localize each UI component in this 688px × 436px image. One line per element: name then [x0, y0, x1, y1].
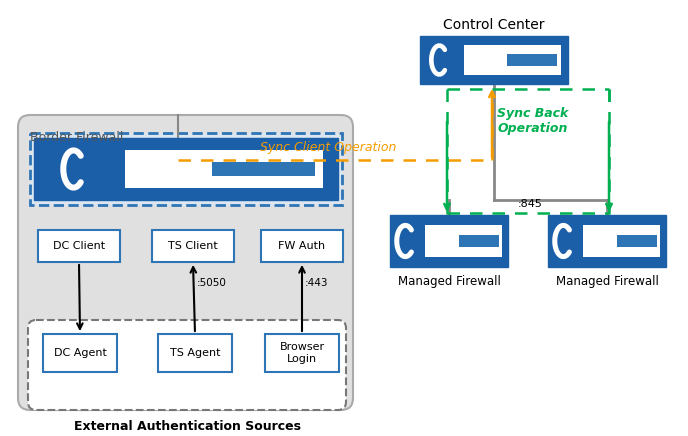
Bar [425, 225, 502, 257]
Text: Sync Client Operation: Sync Client Operation [260, 141, 396, 154]
Text: Border Firewall: Border Firewall [30, 131, 123, 144]
Text: TS Agent: TS Agent [170, 348, 220, 358]
Bar [261, 230, 343, 262]
Text: :443: :443 [305, 278, 328, 288]
Text: Browser
Login: Browser Login [279, 342, 325, 364]
Bar [390, 215, 508, 267]
Bar [125, 150, 323, 188]
Text: Managed Firewall: Managed Firewall [398, 275, 500, 288]
Bar [30, 133, 342, 205]
Text: Control Center: Control Center [443, 18, 545, 32]
Bar [583, 225, 660, 257]
Bar [459, 235, 499, 247]
Bar [265, 334, 339, 372]
Text: Sync Back
Operation: Sync Back Operation [497, 107, 569, 135]
Bar [158, 334, 232, 372]
FancyBboxPatch shape [28, 320, 346, 410]
Bar [34, 138, 338, 200]
Bar [420, 36, 568, 84]
Bar [152, 230, 234, 262]
Text: DC Client: DC Client [53, 241, 105, 251]
FancyBboxPatch shape [18, 115, 353, 410]
Text: FW Auth: FW Auth [279, 241, 325, 251]
Text: TS Client: TS Client [168, 241, 218, 251]
Text: External Authentication Sources: External Authentication Sources [74, 420, 301, 433]
Text: :5050: :5050 [197, 278, 227, 288]
Bar [617, 235, 657, 247]
Bar [212, 162, 315, 176]
Text: DC Agent: DC Agent [54, 348, 107, 358]
Bar [43, 334, 117, 372]
Bar [38, 230, 120, 262]
Bar [548, 215, 666, 267]
Bar [464, 45, 561, 75]
Bar [507, 54, 557, 66]
Text: :845: :845 [518, 199, 543, 209]
Text: Managed Firewall: Managed Firewall [556, 275, 658, 288]
